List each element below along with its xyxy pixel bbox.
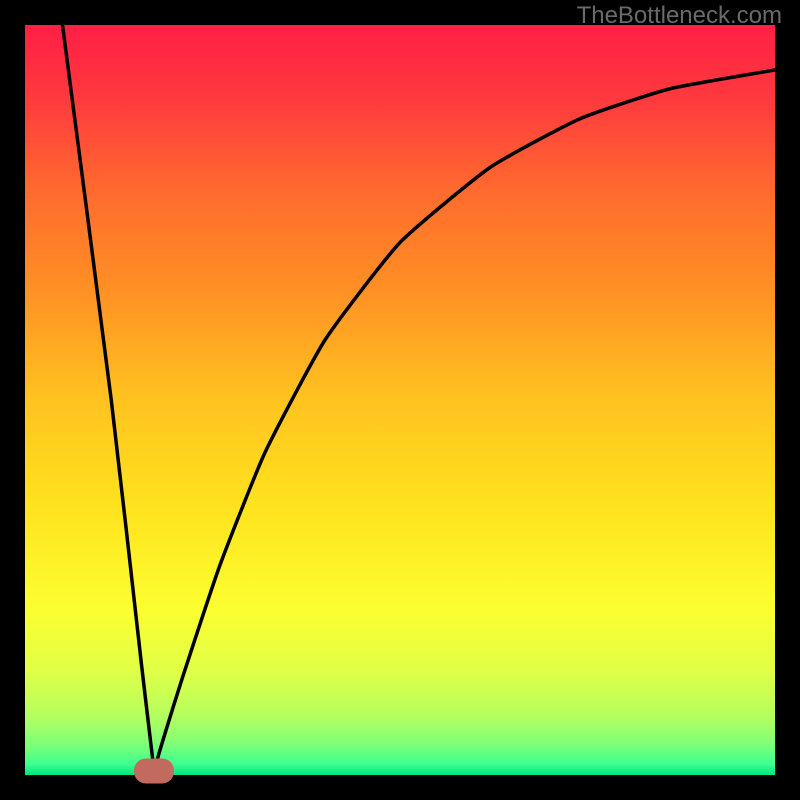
gradient-background <box>25 25 775 775</box>
chart-root: TheBottleneck.com <box>0 0 800 800</box>
cusp-marker <box>134 758 174 783</box>
watermark-text: TheBottleneck.com <box>577 2 782 30</box>
plot-area <box>25 25 775 775</box>
plot-svg <box>25 25 775 775</box>
